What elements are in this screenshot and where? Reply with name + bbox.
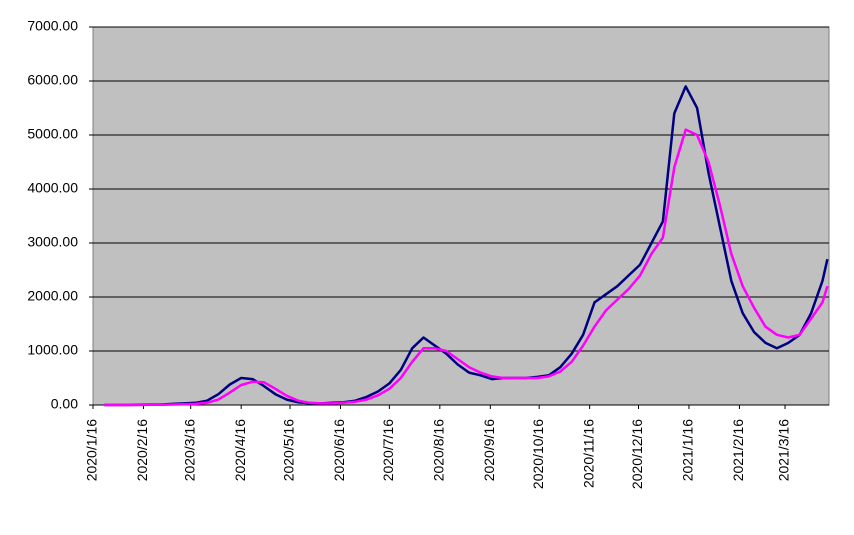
x-tick-label: 2021/1/16 xyxy=(680,419,696,481)
x-tick-label: 2020/3/16 xyxy=(181,419,197,481)
series-line xyxy=(104,128,829,407)
x-tick-label: 2021/3/16 xyxy=(776,419,792,481)
x-tick-label: 2020/11/16 xyxy=(580,419,596,488)
x-tick-label: 2020/9/16 xyxy=(481,419,497,481)
y-tick-label: 5000.00 xyxy=(27,126,78,142)
x-tick-label: 2020/1/16 xyxy=(84,419,100,481)
y-tick-label: 6000.00 xyxy=(27,72,78,88)
plot-area xyxy=(92,26,830,406)
y-tick-label: 1000.00 xyxy=(27,342,78,358)
y-tick-label: 0.00 xyxy=(51,396,78,412)
y-tick-label: 7000.00 xyxy=(27,18,78,34)
x-tick-label: 2020/4/16 xyxy=(232,419,248,481)
x-tick-label: 2020/2/16 xyxy=(134,419,150,481)
x-tick-label: 2021/2/16 xyxy=(730,419,746,481)
y-tick-label: 2000.00 xyxy=(27,288,78,304)
series-line xyxy=(104,85,829,407)
x-tick-label: 2020/10/16 xyxy=(530,419,546,489)
y-tick-label: 3000.00 xyxy=(27,234,78,250)
x-tick-label: 2020/12/16 xyxy=(629,419,645,489)
x-tick-label: 2020/5/16 xyxy=(281,419,297,481)
x-tick-label: 2020/6/16 xyxy=(331,419,347,481)
x-tick-label: 2020/7/16 xyxy=(380,419,396,481)
x-tick-label: 2020/8/16 xyxy=(431,419,447,481)
y-tick-label: 4000.00 xyxy=(27,180,78,196)
